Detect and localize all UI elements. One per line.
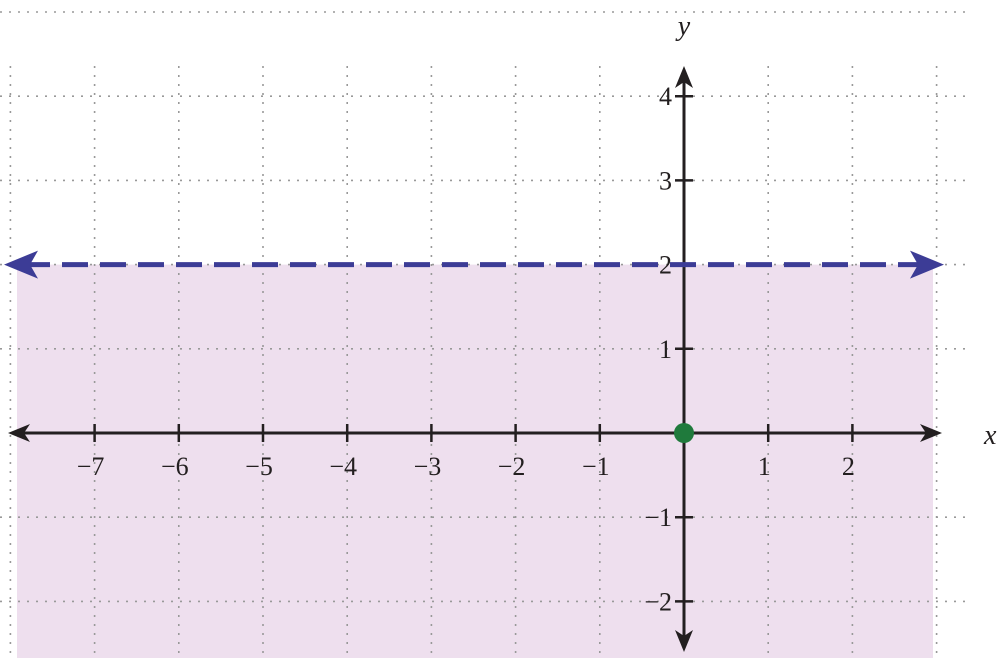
shaded-region: [17, 264, 933, 658]
boundary-right-arrow-icon: [910, 250, 944, 279]
x-tick-label: −2: [498, 452, 526, 481]
y-axis-down-arrow-icon: [675, 630, 693, 652]
x-tick-label: 1: [758, 452, 771, 481]
x-tick-label: −4: [329, 452, 357, 481]
y-axis-label: y: [675, 11, 691, 42]
boundary-left-arrow-icon: [4, 250, 38, 279]
y-tick-label: −2: [644, 587, 672, 616]
shaded-region-layer: [17, 264, 933, 658]
x-axis-left-arrow-icon: [8, 424, 30, 442]
x-tick-label: −3: [414, 452, 442, 481]
tick-labels-layer: −7 −6 −5 −4 −3 −2 −1 1 2 4 3 2 1 −1 −2: [77, 82, 855, 616]
x-axis-right-arrow-icon: [920, 424, 942, 442]
y-tick-label: 2: [659, 251, 672, 280]
origin-point: [674, 423, 694, 443]
x-axis-label: x: [983, 420, 997, 451]
y-axis-up-arrow-icon: [675, 66, 693, 88]
y-tick-label: 4: [659, 82, 672, 111]
points-layer: [674, 423, 694, 443]
y-tick-label: 3: [659, 166, 672, 195]
x-tick-label: −7: [77, 452, 105, 481]
x-tick-label: −5: [245, 452, 273, 481]
x-tick-label: −1: [582, 452, 610, 481]
y-tick-label: 1: [659, 335, 672, 364]
x-tick-label: 2: [842, 452, 855, 481]
boundary-layer: [4, 250, 944, 279]
y-tick-label: −1: [644, 503, 672, 532]
axes-layer: [8, 66, 942, 652]
x-tick-label: −6: [161, 452, 189, 481]
